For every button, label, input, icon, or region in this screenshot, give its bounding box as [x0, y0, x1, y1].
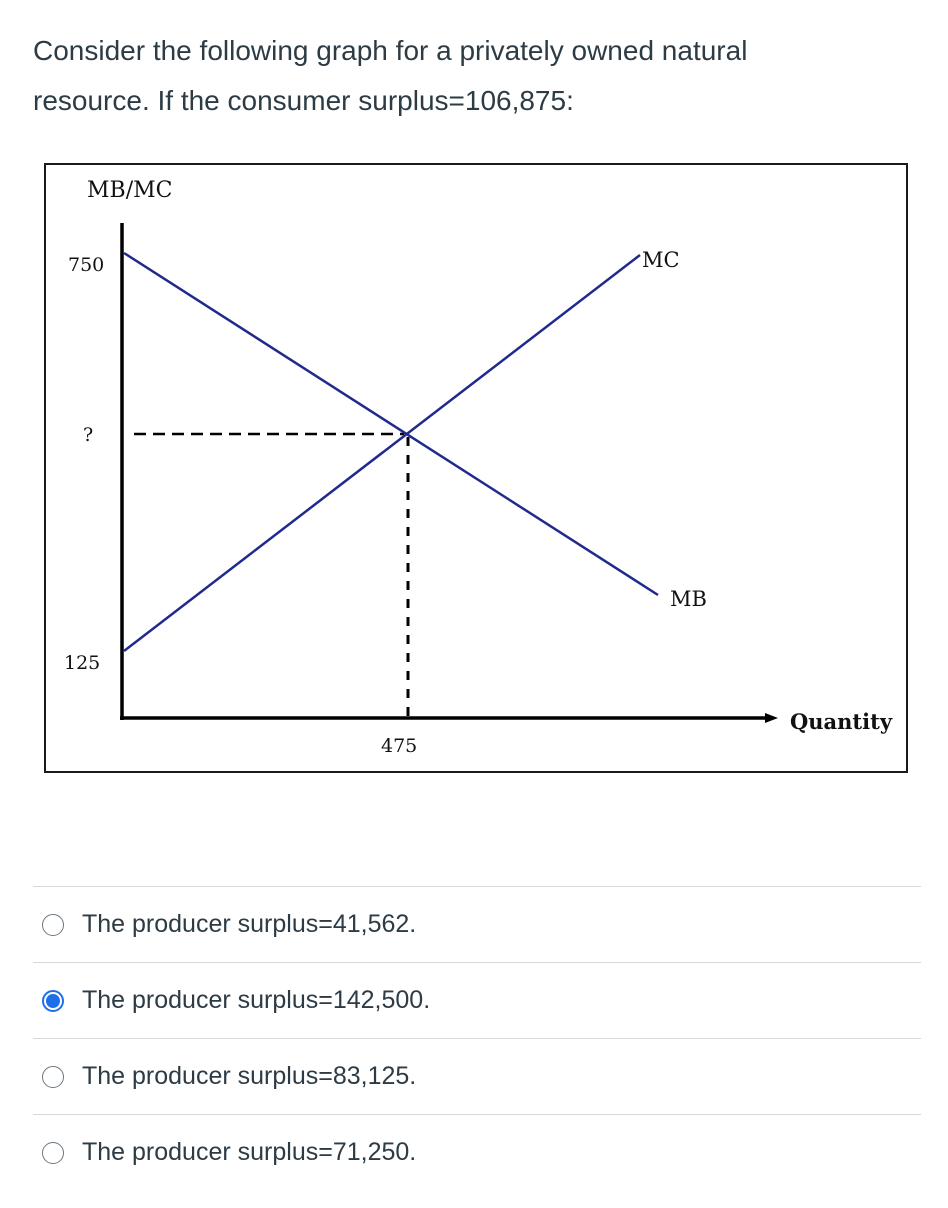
option-label: The producer surplus=142,500. [82, 986, 431, 1014]
option-label: The producer surplus=71,250. [82, 1138, 417, 1166]
question-text: Consider the following graph for a priva… [33, 26, 913, 126]
radio-button[interactable] [42, 1141, 64, 1164]
x-tick-475: 475 [381, 735, 417, 757]
graph-svg: MB/MC 750 ? 125 475 MC MB Quantity [64, 178, 893, 757]
radio-button[interactable] [42, 1065, 64, 1088]
answer-option[interactable]: The producer surplus=142,500. [33, 962, 921, 1038]
y-tick-unknown: ? [83, 424, 93, 446]
answer-option[interactable]: The producer surplus=83,125. [33, 1038, 921, 1114]
mc-label: MC [642, 248, 680, 272]
answer-option[interactable]: The producer surplus=71,250. [33, 1114, 921, 1190]
y-axis-title: MB/MC [87, 178, 172, 203]
question-line-2: resource. If the consumer surplus=106,87… [33, 85, 574, 116]
mc-curve [123, 254, 641, 652]
radio-button[interactable] [42, 913, 64, 936]
y-tick-125: 125 [64, 652, 100, 674]
surplus-graph: MB/MC 750 ? 125 475 MC MB Quantity [44, 163, 908, 773]
mb-label: MB [670, 587, 707, 611]
radio-button-selected[interactable] [42, 989, 64, 1012]
x-axis-arrow-icon [765, 713, 778, 723]
question-line-1: Consider the following graph for a priva… [33, 35, 748, 66]
mb-curve [123, 251, 659, 597]
x-axis-title: Quantity [790, 709, 893, 734]
answer-options: The producer surplus=41,562. The produce… [33, 886, 921, 1190]
option-label: The producer surplus=41,562. [82, 910, 417, 938]
option-label: The producer surplus=83,125. [82, 1062, 417, 1090]
y-tick-750: 750 [68, 254, 104, 276]
answer-option[interactable]: The producer surplus=41,562. [33, 886, 921, 962]
